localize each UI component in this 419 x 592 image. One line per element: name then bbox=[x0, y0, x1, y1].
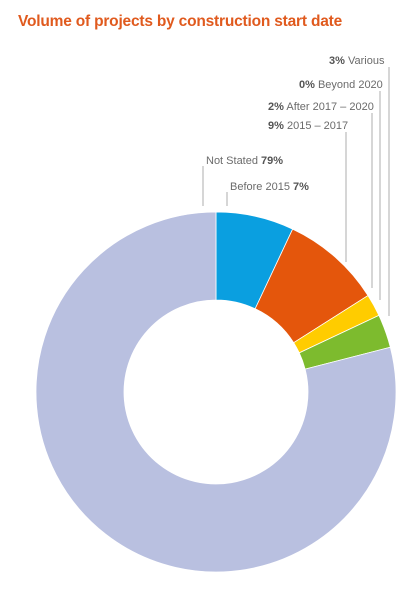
slice-percent: 7% bbox=[293, 181, 309, 193]
slice-label: Not Stated 79% bbox=[206, 155, 283, 167]
slice-percent: 79% bbox=[261, 155, 283, 167]
slice-category: Before 2015 bbox=[230, 181, 293, 193]
slice-label: 2% After 2017 – 2020 bbox=[268, 101, 374, 113]
slice-not-stated bbox=[35, 211, 397, 573]
slice-percent: 0% bbox=[299, 79, 315, 91]
slice-label: 9% 2015 – 2017 bbox=[268, 120, 348, 132]
slice-label: Before 2015 7% bbox=[230, 181, 309, 193]
slice-category: Beyond 2020 bbox=[315, 79, 383, 91]
donut-slices bbox=[35, 211, 397, 573]
slice-percent: 9% bbox=[268, 120, 284, 132]
slice-label: 0% Beyond 2020 bbox=[299, 79, 383, 91]
slice-category: After 2017 – 2020 bbox=[284, 101, 374, 113]
leader-lines bbox=[202, 67, 390, 316]
slice-percent: 2% bbox=[268, 101, 284, 113]
chart-title: Volume of projects by construction start… bbox=[18, 13, 343, 30]
slice-category: Not Stated bbox=[206, 155, 261, 167]
slice-category: Various bbox=[345, 55, 385, 67]
slice-category: 2015 – 2017 bbox=[284, 120, 348, 132]
slice-label: 3% Various bbox=[329, 55, 385, 67]
slice-percent: 3% bbox=[329, 55, 345, 67]
